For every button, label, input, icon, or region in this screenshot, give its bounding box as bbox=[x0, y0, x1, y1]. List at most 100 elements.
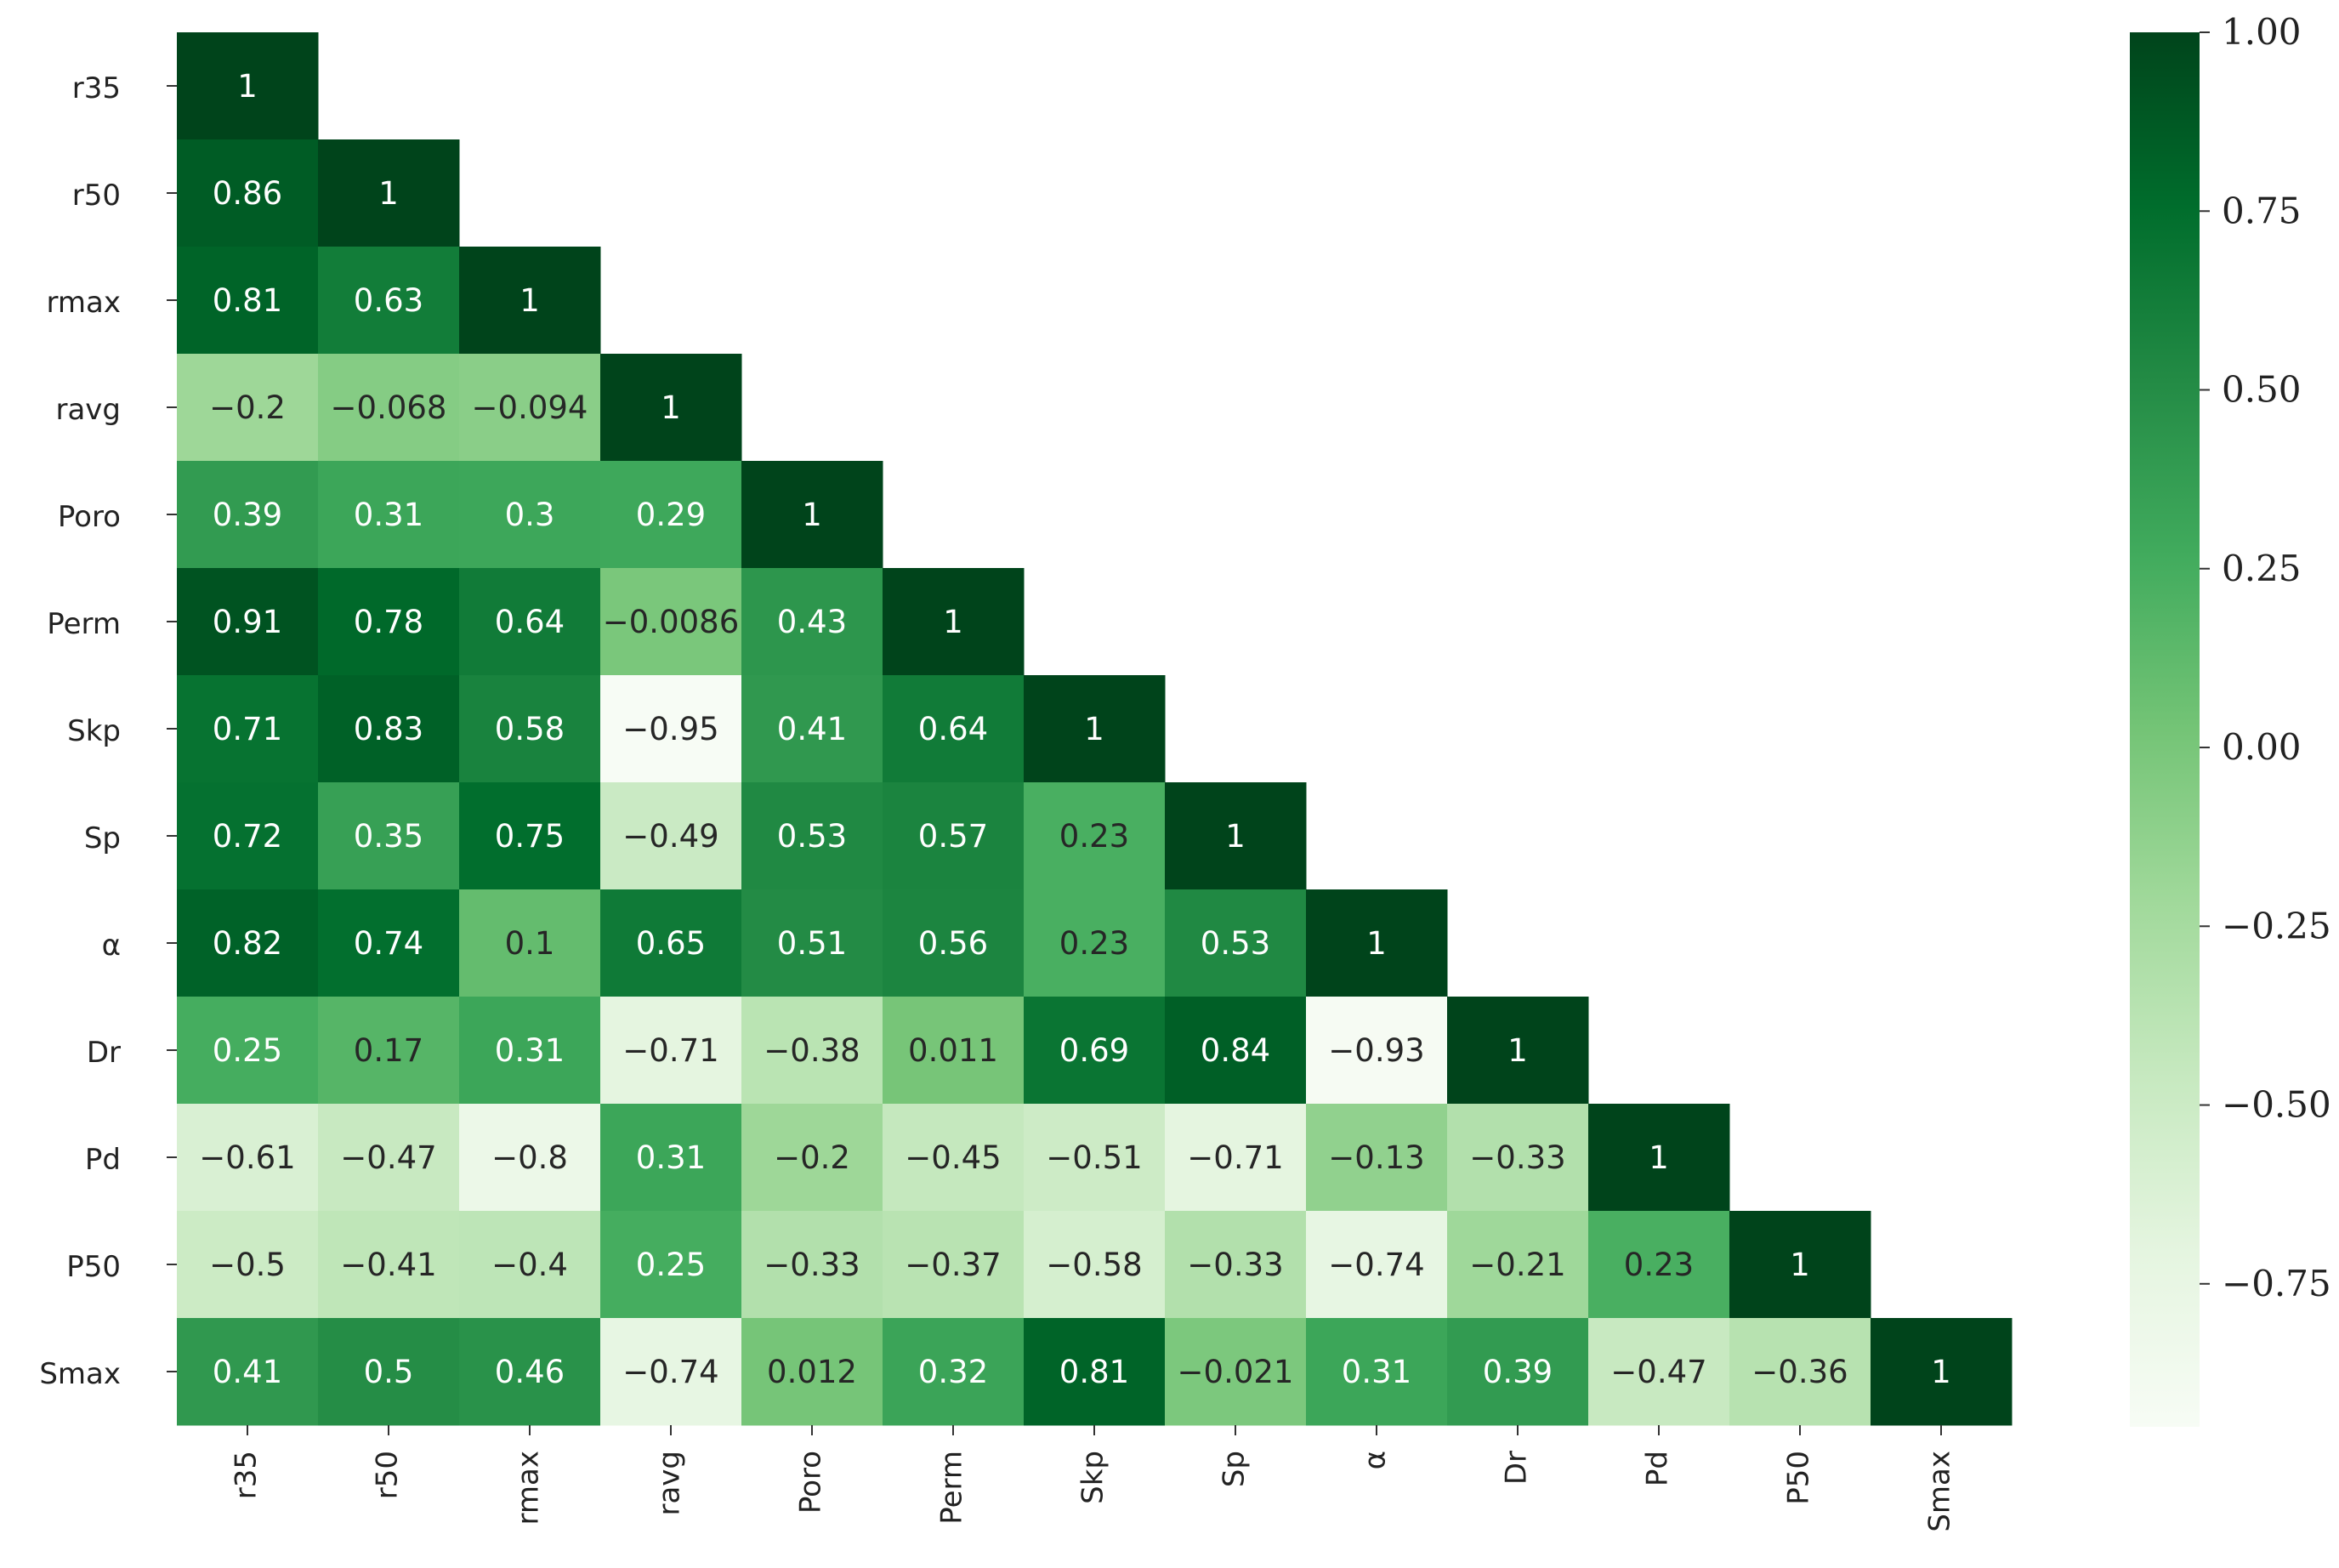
heatmap-cell-sp-skp bbox=[1024, 782, 1166, 890]
colorbar-label-3: 0.25 bbox=[2222, 548, 2302, 589]
y-axis-label-var-8: α bbox=[102, 929, 121, 963]
heatmap-cell-dr-ravg bbox=[600, 997, 742, 1105]
heatmap-cell-var-8-skp bbox=[1024, 889, 1166, 997]
heatmap-value-label-perm-r50: 0.78 bbox=[354, 604, 423, 640]
heatmap-value-label-var-8-poro: 0.51 bbox=[777, 925, 847, 962]
heatmap-value-label-smax-poro: 0.012 bbox=[767, 1354, 857, 1390]
heatmap-value-label-p50-r35: −0.5 bbox=[209, 1247, 286, 1283]
heatmap-cell-p50-var-8 bbox=[1306, 1211, 1448, 1319]
heatmap-value-label-dr-r50: 0.17 bbox=[354, 1032, 423, 1069]
heatmap-value-label-skp-poro: 0.41 bbox=[777, 711, 847, 747]
heatmap-value-label-ravg-r50: −0.068 bbox=[331, 389, 447, 426]
heatmap-cell-perm-perm bbox=[883, 568, 1025, 676]
heatmap-cell-var-8-ravg bbox=[600, 889, 742, 997]
heatmap-value-label-smax-pd: −0.47 bbox=[1610, 1354, 1706, 1390]
heatmap-value-label-ravg-rmax: −0.094 bbox=[472, 389, 588, 426]
heatmap-cell-var-8-r35 bbox=[177, 889, 319, 997]
y-axis-label-dr: Dr bbox=[87, 1036, 121, 1070]
heatmap-cell-dr-poro bbox=[741, 997, 883, 1105]
heatmap-cell-dr-dr bbox=[1447, 997, 1589, 1105]
heatmap-cell-sp-sp bbox=[1165, 782, 1307, 890]
heatmap-cell-sp-ravg bbox=[600, 782, 742, 890]
heatmap-cell-skp-r50 bbox=[318, 675, 460, 783]
heatmap-cell-ravg-rmax bbox=[459, 354, 601, 462]
x-axis-label-r50: r50 bbox=[371, 1451, 405, 1499]
colorbar-gradient bbox=[2130, 32, 2200, 1427]
x-axis-label-var-8: α bbox=[1359, 1451, 1393, 1469]
heatmap-value-label-poro-rmax: 0.3 bbox=[505, 497, 555, 533]
heatmap-cell-pd-r50 bbox=[318, 1104, 460, 1212]
heatmap-value-label-p50-sp: −0.33 bbox=[1187, 1247, 1283, 1283]
heatmap-cell-smax-dr bbox=[1447, 1318, 1589, 1426]
colorbar-label-1: 0.75 bbox=[2222, 190, 2302, 231]
x-axis-label-poro: Poro bbox=[794, 1451, 828, 1514]
heatmap-cell-perm-r35 bbox=[177, 568, 319, 676]
heatmap-cell-smax-r35 bbox=[177, 1318, 319, 1426]
heatmap-value-label-smax-r35: 0.41 bbox=[213, 1354, 282, 1390]
heatmap-cell-smax-pd bbox=[1588, 1318, 1730, 1426]
heatmap-cell-smax-skp bbox=[1024, 1318, 1166, 1426]
y-axis-label-ravg: ravg bbox=[55, 393, 121, 427]
heatmap-cell-pd-var-8 bbox=[1306, 1104, 1448, 1212]
heatmap-value-label-smax-skp: 0.81 bbox=[1059, 1354, 1129, 1390]
heatmap-cell-smax-perm bbox=[883, 1318, 1025, 1426]
x-axis-label-p50: P50 bbox=[1782, 1451, 1816, 1505]
heatmap-cell-p50-r50 bbox=[318, 1211, 460, 1319]
heatmap-value-label-skp-perm: 0.64 bbox=[918, 711, 988, 747]
x-axis-label-sp: Sp bbox=[1218, 1451, 1252, 1487]
heatmap-value-label-rmax-r35: 0.81 bbox=[213, 282, 282, 319]
heatmap-value-label-pd-rmax: −0.8 bbox=[491, 1139, 568, 1176]
heatmap-cell-pd-r35 bbox=[177, 1104, 319, 1212]
heatmap-value-label-sp-ravg: −0.49 bbox=[622, 818, 718, 855]
heatmap-cell-perm-rmax bbox=[459, 568, 601, 676]
heatmap-value-label-pd-dr: −0.33 bbox=[1469, 1139, 1565, 1176]
heatmap-cell-p50-skp bbox=[1024, 1211, 1166, 1319]
heatmap-value-label-sp-poro: 0.53 bbox=[777, 818, 847, 855]
heatmap-cell-rmax-r35 bbox=[177, 247, 319, 355]
heatmap-cell-skp-perm bbox=[883, 675, 1025, 783]
heatmap-cell-dr-r35 bbox=[177, 997, 319, 1105]
heatmap-cell-smax-poro bbox=[741, 1318, 883, 1426]
heatmap-value-label-smax-dr: 0.39 bbox=[1483, 1354, 1553, 1390]
heatmap-cell-pd-ravg bbox=[600, 1104, 742, 1212]
heatmap-cell-pd-dr bbox=[1447, 1104, 1589, 1212]
heatmap-value-label-p50-ravg: 0.25 bbox=[636, 1247, 706, 1283]
heatmap-cell-p50-ravg bbox=[600, 1211, 742, 1319]
colorbar-label-5: −0.25 bbox=[2222, 905, 2331, 946]
heatmap-cell-var-8-poro bbox=[741, 889, 883, 997]
heatmap-cell-pd-skp bbox=[1024, 1104, 1166, 1212]
heatmap-cell-poro-poro bbox=[741, 461, 883, 569]
heatmap-value-label-var-8-perm: 0.56 bbox=[918, 925, 988, 962]
heatmap-value-label-sp-r50: 0.35 bbox=[354, 818, 423, 855]
heatmap-cell-ravg-ravg bbox=[600, 354, 742, 462]
heatmap-cell-dr-var-8 bbox=[1306, 997, 1448, 1105]
heatmap-value-label-r35-r35: 1 bbox=[237, 68, 258, 105]
heatmap-value-label-skp-rmax: 0.58 bbox=[495, 711, 565, 747]
heatmap-value-label-p50-poro: −0.33 bbox=[764, 1247, 860, 1283]
heatmap-cell-sp-r35 bbox=[177, 782, 319, 890]
heatmap-value-label-rmax-r50: 0.63 bbox=[354, 282, 423, 319]
heatmap-cell-skp-poro bbox=[741, 675, 883, 783]
heatmap-cell-poro-r35 bbox=[177, 461, 319, 569]
y-axis-label-rmax: rmax bbox=[47, 286, 121, 320]
heatmap-cell-poro-rmax bbox=[459, 461, 601, 569]
heatmap-value-label-r50-r50: 1 bbox=[378, 175, 399, 212]
heatmap-value-label-smax-smax: 1 bbox=[1931, 1354, 1951, 1390]
y-axis: r35 r50 rmax ravg Poro Perm Skp Sp α Dr Pd P50 Smax bbox=[39, 71, 177, 1391]
heatmap-value-label-dr-ravg: −0.71 bbox=[622, 1032, 718, 1069]
heatmap-cell-pd-sp bbox=[1165, 1104, 1307, 1212]
y-axis-label-smax: Smax bbox=[39, 1357, 121, 1391]
heatmap-value-label-pd-var-8: −0.13 bbox=[1328, 1139, 1424, 1176]
heatmap-value-label-sp-r35: 0.72 bbox=[213, 818, 282, 855]
heatmap-value-label-smax-rmax: 0.46 bbox=[495, 1354, 565, 1390]
heatmap-value-label-skp-r50: 0.83 bbox=[354, 711, 423, 747]
heatmap-cell-var-8-rmax bbox=[459, 889, 601, 997]
heatmap-cell-skp-rmax bbox=[459, 675, 601, 783]
heatmap-cell-smax-ravg bbox=[600, 1318, 742, 1426]
y-axis-label-poro: Poro bbox=[58, 500, 121, 534]
heatmap-value-label-pd-perm: −0.45 bbox=[905, 1139, 1001, 1176]
heatmap-value-label-pd-r35: −0.61 bbox=[199, 1139, 295, 1176]
heatmap-cell-labels: 10.86 10.81 0.63 1−0.2 −0.068 −0.094 10.39 0.31… bbox=[199, 68, 1950, 1390]
heatmap-value-label-dr-var-8: −0.93 bbox=[1328, 1032, 1424, 1069]
